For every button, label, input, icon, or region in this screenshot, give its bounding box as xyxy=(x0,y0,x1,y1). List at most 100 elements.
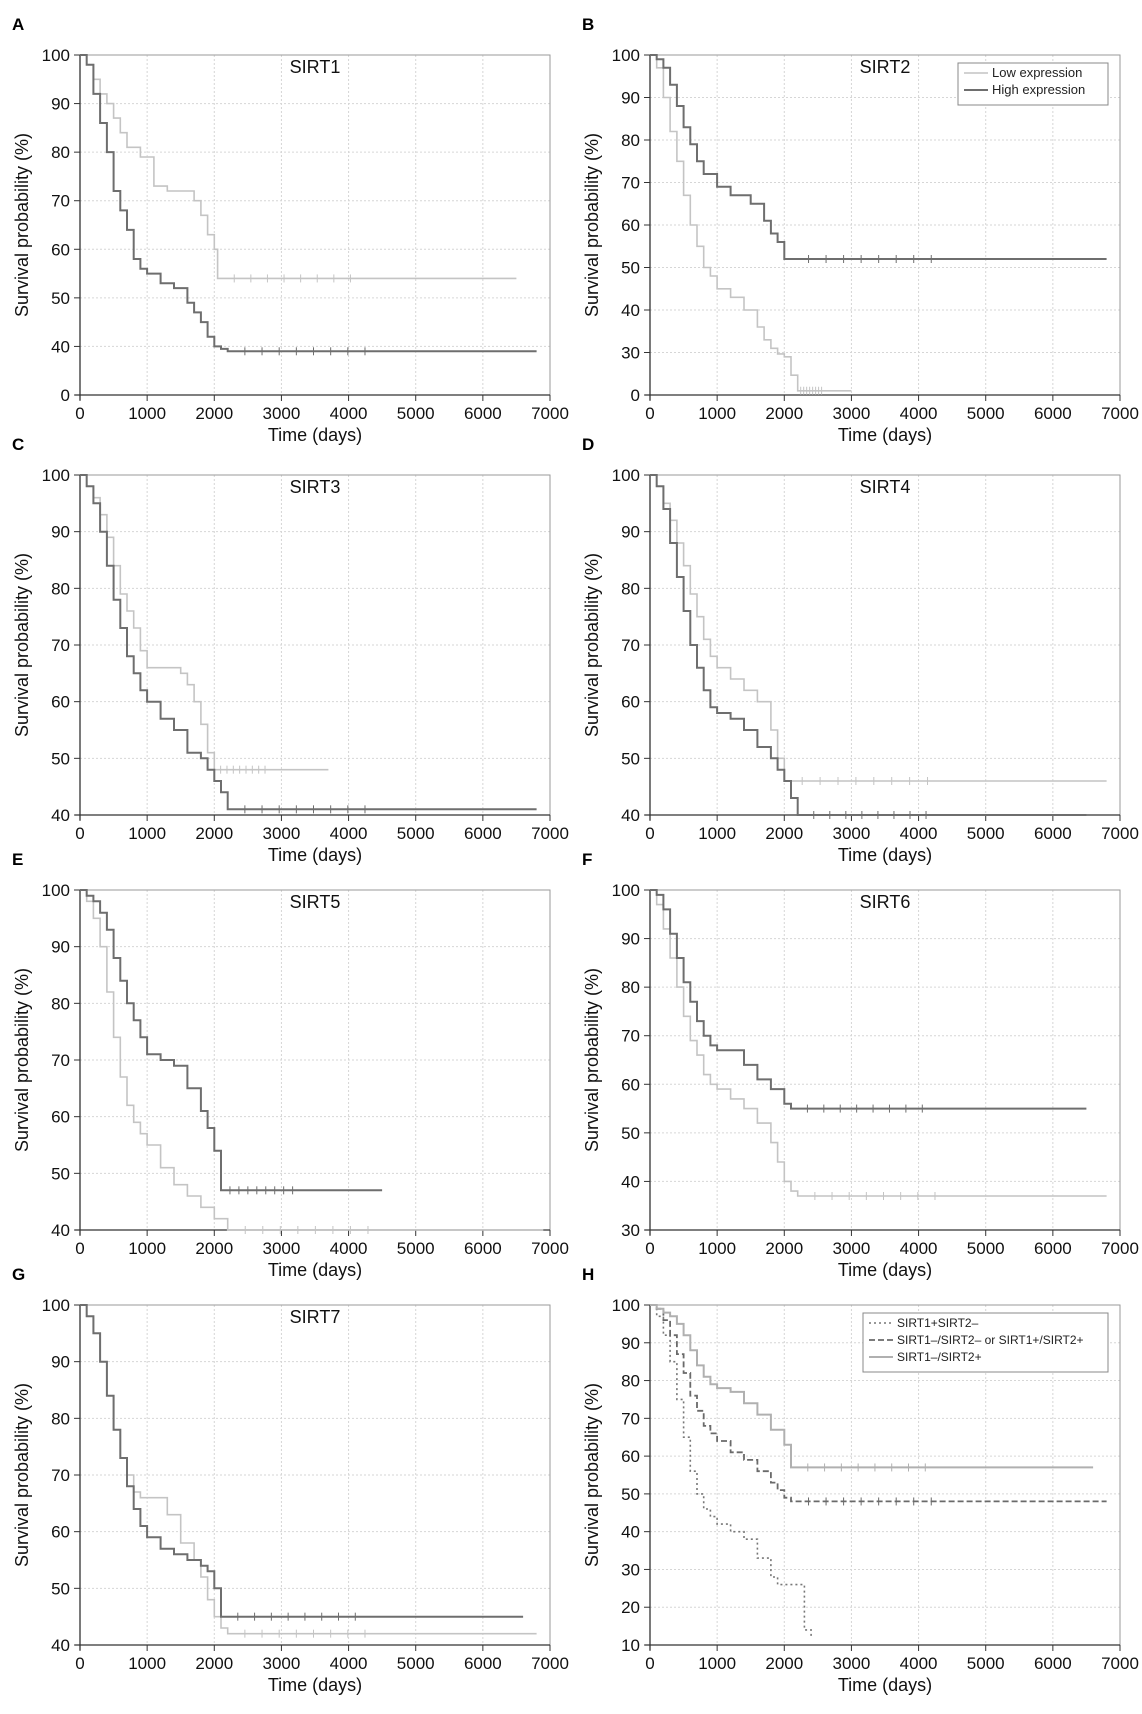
chart-panel-a: A 0 1000 2000 3000 4000 5000 6000 7000 0 40 50 60 70 8… xyxy=(12,15,569,445)
plot-frame xyxy=(649,54,1121,396)
survival-curve-high xyxy=(80,54,537,353)
y-tick-label: 0 xyxy=(631,386,640,405)
y-tick-label: 90 xyxy=(621,930,640,949)
y-tick-label: 70 xyxy=(621,636,640,655)
legend-label: Low expression xyxy=(992,65,1082,80)
y-tick-label: 50 xyxy=(51,1164,70,1183)
y-tick-label: 30 xyxy=(621,1221,640,1240)
plot-frame xyxy=(649,474,1121,816)
survival-curve-dotted xyxy=(650,1304,812,1638)
x-axis-label: Time (days) xyxy=(838,425,932,445)
y-tick-label: 50 xyxy=(51,749,70,768)
y-tick-label: 50 xyxy=(621,259,640,278)
y-tick-label: 60 xyxy=(621,1075,640,1094)
y-tick-label: 90 xyxy=(51,938,70,957)
y-tick-label: 0 xyxy=(61,386,70,405)
x-tick-label: 0 xyxy=(645,1654,654,1673)
y-tick-label: 100 xyxy=(612,1296,640,1315)
survival-curve-low xyxy=(80,889,544,1231)
x-tick-label: 1000 xyxy=(698,824,736,843)
chart-title: SIRT3 xyxy=(290,477,341,497)
y-tick-label: 80 xyxy=(51,143,70,162)
x-tick-label: 0 xyxy=(645,404,654,423)
x-tick-label: 6000 xyxy=(1034,1239,1072,1258)
y-tick-label: 70 xyxy=(51,1466,70,1485)
x-tick-label: 2000 xyxy=(195,824,233,843)
x-tick-label: 1000 xyxy=(698,1239,736,1258)
panel-letter: B xyxy=(582,15,594,34)
x-tick-label: 4000 xyxy=(330,1654,368,1673)
panel-letter: D xyxy=(582,435,594,454)
x-tick-label: 5000 xyxy=(397,824,435,843)
x-tick-label: 4000 xyxy=(900,404,938,423)
x-tick-label: 6000 xyxy=(464,824,502,843)
y-tick-label: 30 xyxy=(621,344,640,363)
x-tick-label: 0 xyxy=(645,824,654,843)
y-tick-label: 40 xyxy=(51,1636,70,1655)
y-tick-label: 100 xyxy=(42,1296,70,1315)
x-tick-label: 0 xyxy=(75,1239,84,1258)
survival-curve-low xyxy=(650,889,1107,1197)
y-tick-label: 50 xyxy=(621,749,640,768)
x-tick-label: 2000 xyxy=(765,824,803,843)
gridlines xyxy=(649,889,1121,1231)
panel-letter: F xyxy=(582,850,592,869)
y-tick-label: 80 xyxy=(621,978,640,997)
plot-frame xyxy=(79,1304,551,1646)
survival-curve-low xyxy=(80,54,517,280)
gridlines xyxy=(79,1304,551,1646)
survival-curve-high xyxy=(80,889,383,1192)
y-tick-label: 90 xyxy=(621,1334,640,1353)
plot-frame xyxy=(649,889,1121,1231)
x-tick-label: 1000 xyxy=(128,824,166,843)
x-tick-label: 5000 xyxy=(397,404,435,423)
x-tick-label: 4000 xyxy=(900,1239,938,1258)
y-tick-label: 90 xyxy=(51,523,70,542)
chart-panel-f: F 0 1000 2000 3000 4000 5000 6000 7000 30 40 50 60 70… xyxy=(582,850,1139,1280)
x-tick-label: 0 xyxy=(75,404,84,423)
x-tick-label: 1000 xyxy=(698,1654,736,1673)
chart-panel-g: G 0 1000 2000 3000 4000 5000 6000 7000 40 50 60 70 80… xyxy=(12,1265,569,1695)
y-tick-label: 70 xyxy=(621,1409,640,1428)
x-tick-label: 1000 xyxy=(128,404,166,423)
chart-panel-b: B 0 1000 2000 3000 4000 5000 6000 7000 0 30 40 50 60 7… xyxy=(582,15,1139,445)
y-axis-label: Survival probability (%) xyxy=(582,133,602,317)
y-tick-label: 100 xyxy=(42,46,70,65)
x-tick-label: 7000 xyxy=(531,1239,569,1258)
legend-label: SIRT1–/SIRT2+ xyxy=(897,1350,982,1364)
y-tick-label: 90 xyxy=(51,95,70,114)
x-tick-label: 3000 xyxy=(833,1239,871,1258)
chart-title: SIRT6 xyxy=(860,892,911,912)
y-tick-label: 30 xyxy=(621,1560,640,1579)
gridlines xyxy=(79,474,551,816)
x-tick-label: 3000 xyxy=(263,1239,301,1258)
legend-label: SIRT1–/SIRT2– or SIRT1+/SIRT2+ xyxy=(897,1333,1084,1347)
x-tick-label: 3000 xyxy=(833,404,871,423)
x-tick-label: 6000 xyxy=(464,1239,502,1258)
y-tick-label: 40 xyxy=(621,1523,640,1542)
chart-title: SIRT5 xyxy=(290,892,341,912)
y-axis-label: Survival probability (%) xyxy=(582,968,602,1152)
x-tick-label: 3000 xyxy=(263,824,301,843)
x-tick-label: 5000 xyxy=(967,404,1005,423)
y-tick-label: 100 xyxy=(42,881,70,900)
y-tick-label: 90 xyxy=(621,89,640,108)
y-tick-label: 100 xyxy=(612,46,640,65)
x-tick-label: 2000 xyxy=(195,1239,233,1258)
y-tick-label: 60 xyxy=(51,240,70,259)
chart-panel-c: C 0 1000 2000 3000 4000 5000 6000 7000 40 50 60 70 80… xyxy=(12,435,569,865)
y-tick-label: 40 xyxy=(621,301,640,320)
y-axis-label: Survival probability (%) xyxy=(582,1383,602,1567)
plot-frame xyxy=(79,889,551,1231)
y-axis-label: Survival probability (%) xyxy=(582,553,602,737)
x-tick-label: 6000 xyxy=(464,404,502,423)
x-tick-label: 3000 xyxy=(263,404,301,423)
y-tick-label: 100 xyxy=(612,466,640,485)
survival-curve-low xyxy=(80,1304,537,1635)
y-tick-label: 90 xyxy=(51,1353,70,1372)
legend: SIRT1+SIRT2– SIRT1–/SIRT2– or SIRT1+/SIRT… xyxy=(862,1312,1109,1373)
y-tick-label: 100 xyxy=(612,881,640,900)
y-axis-label: Survival probability (%) xyxy=(12,968,32,1152)
y-tick-label: 80 xyxy=(51,994,70,1013)
